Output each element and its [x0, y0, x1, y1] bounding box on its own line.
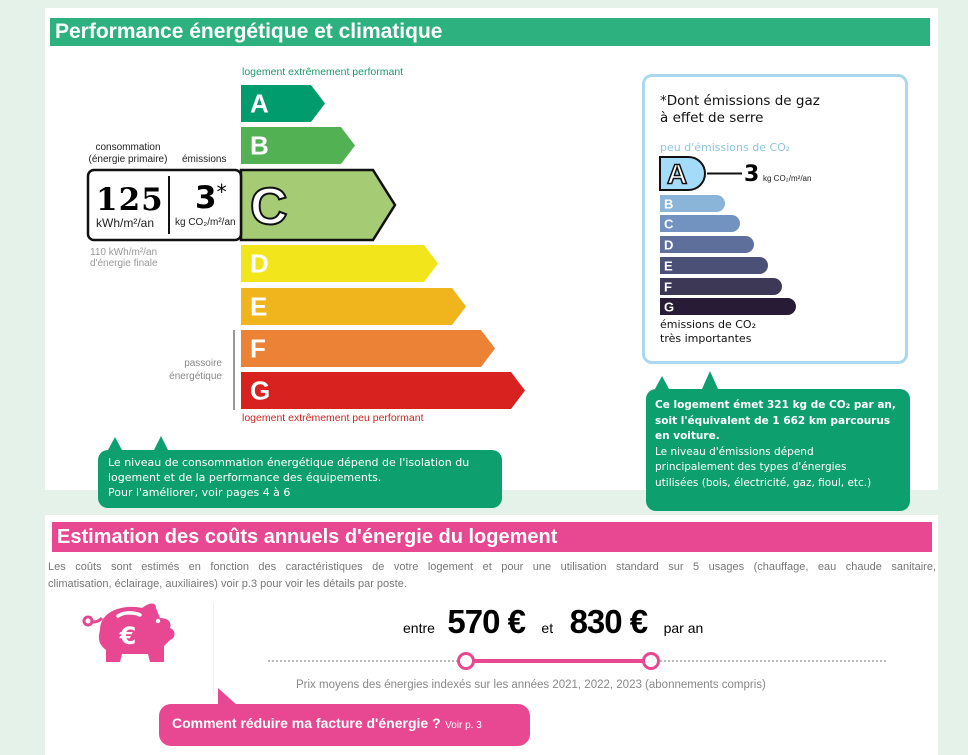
ges-class-letter: A — [667, 159, 687, 190]
ges-class-bar-a — [659, 156, 706, 191]
final-energy-label: d'énergie finale — [90, 258, 158, 269]
ges-class-letter: F — [664, 280, 672, 295]
consumption-label: consommation (énergie primaire) — [88, 142, 168, 166]
costs-intro: Les coûts sont estimés en fonction des c… — [48, 559, 936, 576]
range-min-handle — [457, 652, 475, 670]
costs-divider — [213, 603, 214, 693]
ges-class-letter: G — [664, 300, 674, 315]
energy-class-bar-a — [241, 85, 325, 122]
and-label: et — [541, 620, 554, 636]
bubble-line: principalement des types d'énergies — [655, 461, 847, 473]
ges-bottom-label: émissions de CO₂ très importantes — [660, 318, 756, 346]
top-label: logement extrêmement performant — [242, 66, 404, 78]
passoire-label: passoire énergétique — [160, 357, 222, 383]
ges-class-bar-f — [660, 278, 782, 295]
emissions-number: 3 — [195, 180, 217, 216]
final-energy: 110 kWh/m²/an d'énergie finale — [90, 247, 158, 269]
energy-class-letter: C — [250, 178, 288, 236]
bottom-label: logement extrêmement peu performant — [242, 412, 424, 424]
between-label: entre — [403, 620, 435, 636]
ges-class-letter: E — [664, 259, 673, 274]
ges-unit: kg CO₂/m²/an — [763, 174, 812, 183]
consumption-label-text: consommation — [95, 142, 161, 153]
ges-info-bubble: Ce logement émet 321 kg de CO₂ par an, s… — [646, 376, 910, 511]
ges-class-bar-g — [660, 298, 796, 315]
ges-class-bar-b — [660, 195, 725, 212]
bubble-line: Pour l'améliorer, voir pages 4 à 6 — [108, 486, 291, 499]
energy-class-bar-e — [241, 288, 466, 325]
passoire-2: énergétique — [169, 371, 222, 382]
cta-label: Comment réduire ma facture d'énergie ? — [172, 715, 441, 731]
energy-class-letter: D — [250, 249, 269, 279]
ges-value: 3 — [744, 162, 760, 187]
bubble-line: Le niveau d'émissions dépend — [655, 445, 814, 458]
bubble-bold-line: Ce logement émet 321 kg de CO₂ par an, — [655, 399, 896, 411]
ges-title-2: à effet de serre — [660, 110, 764, 126]
passoire-1: passoire — [184, 358, 222, 369]
cost-min: 570 € — [447, 603, 526, 640]
reduce-bill-button[interactable]: Comment réduire ma facture d'énergie ? V… — [159, 704, 530, 746]
bubble-bold-line: soit l'équivalent de 1 662 km parcourus — [655, 414, 891, 427]
energy-class-letter: E — [250, 292, 267, 322]
consumption-sub: (énergie primaire) — [88, 154, 168, 165]
bubble-line: Le niveau de consommation énergétique dé… — [108, 456, 470, 469]
price-note: Prix moyens des énergies indexés sur les… — [296, 679, 766, 691]
energy-class-letter: B — [250, 131, 269, 161]
current-values-box — [86, 168, 243, 242]
ges-bottom-1: émissions de CO₂ — [660, 318, 756, 331]
per-year-label: par an — [663, 620, 704, 636]
ges-title-1: *Dont émissions de gaz — [660, 93, 820, 109]
range-max-handle — [642, 652, 660, 670]
cta-ref: Voir p. 3 — [445, 720, 482, 731]
svg-text:€: € — [119, 622, 137, 650]
energy-class-letter: G — [250, 376, 270, 406]
bubble-line: utilisées (bois, électricité, gaz, fioul… — [655, 476, 872, 489]
emissions-star: * — [216, 180, 227, 204]
ges-class-bar-c — [660, 215, 740, 232]
emissions-label: émissions — [182, 154, 227, 165]
passoire-bracket — [233, 330, 235, 410]
costs-intro-2: climatisation, éclairage, auxiliaires) v… — [48, 578, 407, 590]
intro-line: Les coûts sont estimés en fonction des c… — [48, 561, 936, 573]
bubble-line: logement et de la performance des équipe… — [108, 471, 382, 484]
emissions-value: 3* — [195, 180, 227, 216]
piggy-bank-euro-icon: € — [82, 603, 175, 662]
consumption-unit: kWh/m²/an — [96, 216, 155, 230]
ges-title: *Dont émissions de gaz à effet de serre — [660, 93, 820, 127]
energy-class-bar-d — [241, 245, 438, 282]
costs-title: Estimation des coûts annuels d'énergie d… — [52, 522, 932, 552]
cost-max: 830 € — [569, 603, 649, 640]
bubble-pointer — [154, 436, 168, 450]
energy-class-bar-b — [241, 127, 355, 164]
ges-class-bar-e — [660, 257, 768, 274]
bubble-bold-line: en voiture. — [655, 430, 720, 442]
performance-title: Performance énergétique et climatique — [50, 18, 930, 46]
emissions-unit: kg CO₂/m²/an — [175, 217, 236, 228]
energy-class-bar-g — [241, 372, 525, 409]
ges-bottom-2: très importantes — [660, 332, 752, 345]
energy-class-letter: A — [250, 89, 269, 119]
cost-range: entre 570 € et 830 € par an — [403, 603, 703, 641]
final-energy-value: 110 kWh/m²/an — [90, 247, 158, 258]
energy-class-bar-f — [241, 330, 495, 367]
consumption-value: 125 — [96, 182, 164, 218]
ges-class-letter: C — [664, 217, 674, 232]
ges-bubble-pointer — [702, 371, 718, 389]
ges-class-letter: D — [664, 238, 673, 253]
ges-top-label: peu d'émissions de CO₂ — [660, 141, 791, 154]
ges-class-bar-d — [660, 236, 754, 253]
ges-class-letter: B — [664, 197, 673, 212]
consumption-info-bubble: .b1:before{left:58px} Le niveau de conso… — [98, 437, 502, 508]
cta-pointer — [218, 688, 238, 706]
energy-class-letter: F — [250, 334, 266, 364]
range-bar — [466, 659, 650, 663]
